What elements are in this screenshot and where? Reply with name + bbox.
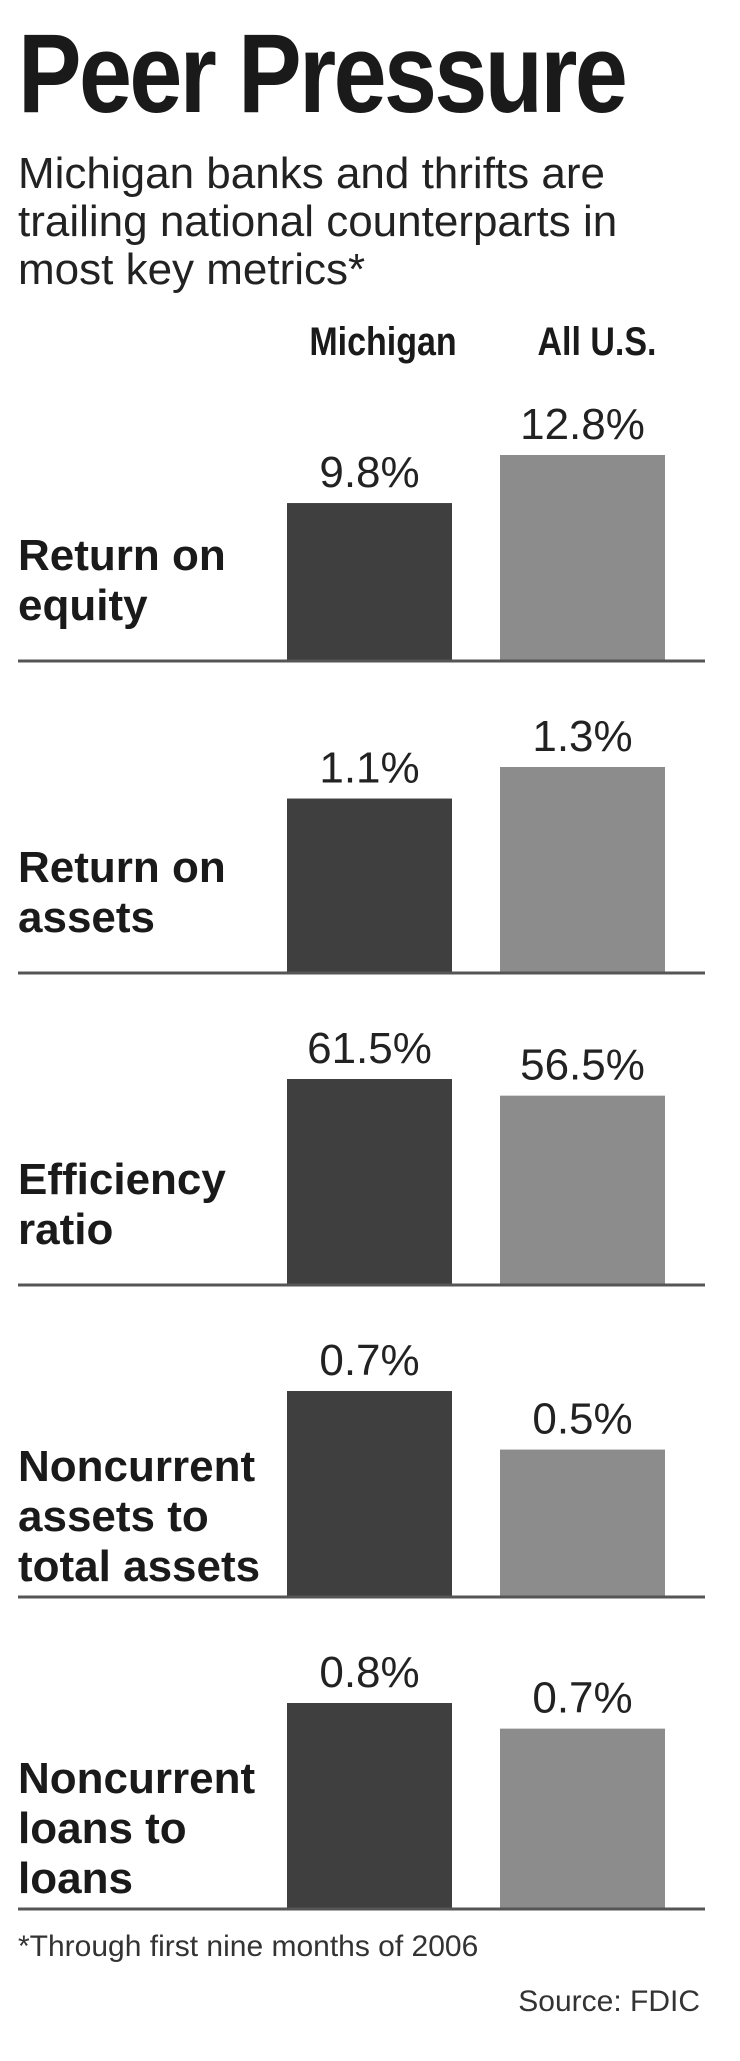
metric-label-line: Efficiency <box>18 1155 226 1204</box>
value-label: 0.8% <box>319 1648 419 1697</box>
bar-michigan <box>287 1703 452 1908</box>
bar-michigan <box>287 503 452 660</box>
metric-label-line: ratio <box>18 1205 113 1254</box>
value-label: 0.7% <box>532 1674 632 1723</box>
metric-label-line: total assets <box>18 1542 260 1591</box>
metric-label-line: Return on <box>18 531 226 580</box>
metric-label-line: Return on <box>18 843 226 892</box>
value-label: 0.5% <box>532 1395 632 1444</box>
bar-all-us <box>500 455 665 660</box>
bar-all-us <box>500 767 665 972</box>
value-label: 9.8% <box>319 448 419 497</box>
value-label: 61.5% <box>307 1024 432 1073</box>
metric-label-line: assets <box>18 893 155 942</box>
value-label: 1.3% <box>532 712 632 761</box>
metric-label-line: loans <box>18 1854 133 1903</box>
chart-title: Peer Pressure <box>18 11 628 136</box>
source-credit: Source: FDIC <box>518 1985 700 2018</box>
footnote: *Through first nine months of 2006 <box>18 1930 479 1963</box>
metric-label-line: loans to <box>18 1804 187 1853</box>
bar-all-us <box>500 1728 665 1908</box>
value-label: 12.8% <box>520 400 645 449</box>
value-label: 1.1% <box>319 744 419 793</box>
metric-label-line: Noncurrent <box>18 1754 255 1803</box>
bar-michigan <box>287 798 452 972</box>
bar-michigan <box>287 1391 452 1596</box>
metric-label-line: assets to <box>18 1492 209 1541</box>
chart-subtitle: Michigan banks and thrifts are trailing … <box>18 149 618 294</box>
column-header-michigan: Michigan <box>309 320 457 364</box>
column-header-all-us: All U.S. <box>537 320 657 364</box>
bar-michigan <box>287 1079 452 1284</box>
metric-label-line: equity <box>18 581 148 630</box>
bar-all-us <box>500 1095 665 1284</box>
value-label: 0.7% <box>319 1336 419 1385</box>
value-label: 56.5% <box>520 1041 645 1090</box>
bar-all-us <box>500 1449 665 1596</box>
metric-label-line: Noncurrent <box>18 1442 255 1491</box>
